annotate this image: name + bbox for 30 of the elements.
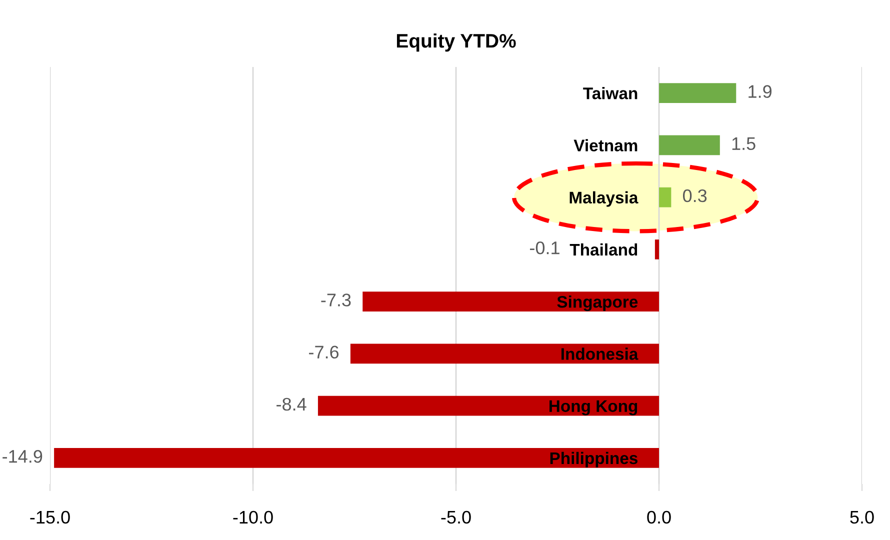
y-tick-label: Vietnam: [574, 139, 638, 152]
data-label: 1.5: [732, 137, 756, 150]
data-label: -7.3: [321, 294, 351, 306]
y-tick-label: Malaysia: [570, 191, 638, 207]
bar: [350, 344, 659, 364]
y-tick-label: Philippines: [550, 452, 638, 468]
y-tick-label: Singapore: [557, 296, 638, 312]
y-tick-label: Hong Kong: [550, 400, 638, 416]
y-tick-label: Indonesia: [561, 348, 638, 360]
data-label: -8.4: [276, 398, 306, 411]
y-tick-label: Thailand: [570, 243, 638, 256]
x-tick-label: -15.0: [30, 510, 70, 524]
bar: [659, 83, 736, 103]
annotation: -0.1: [530, 242, 560, 254]
y-tick-label: Taiwan: [583, 87, 638, 100]
data-label: 1.9: [748, 85, 772, 98]
bar: [654, 240, 659, 260]
bar: [659, 135, 720, 156]
x-tick-label: 0.0: [647, 510, 671, 524]
bar: [659, 187, 672, 208]
bar: [362, 292, 659, 312]
chart-title: Equity YTD%: [396, 33, 516, 52]
data-label: -7.6: [309, 346, 339, 359]
data-label: -14.9: [2, 450, 42, 463]
x-tick-label: 5.0: [850, 510, 874, 524]
bar: [54, 448, 659, 468]
x-tick-label: -5.0: [441, 510, 471, 524]
x-tick-label: -10.0: [233, 510, 273, 524]
data-label: 0.3: [682, 189, 707, 202]
bar: [318, 396, 659, 416]
